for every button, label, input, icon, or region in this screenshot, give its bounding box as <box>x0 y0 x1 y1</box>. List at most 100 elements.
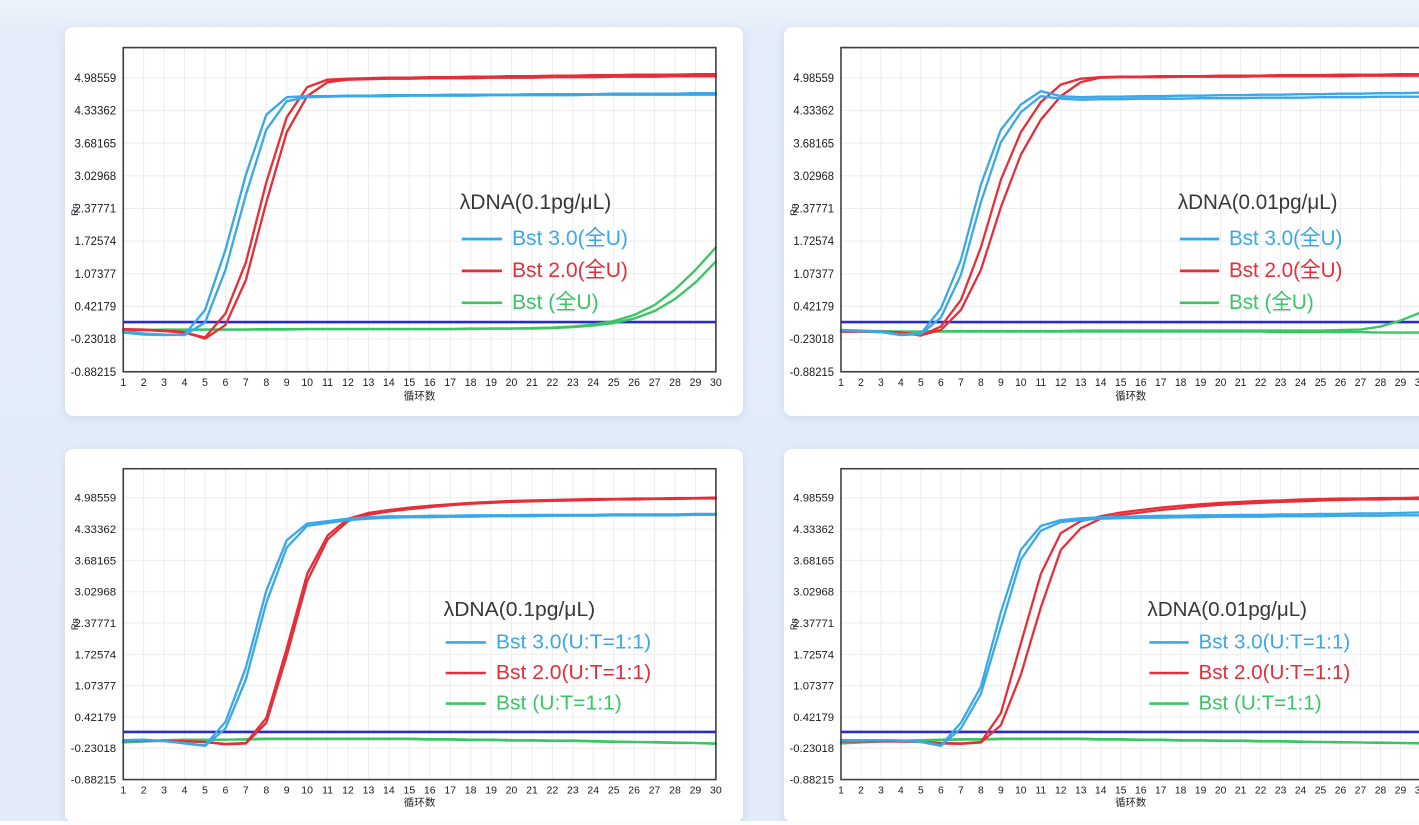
svg-text:2.37771: 2.37771 <box>75 618 117 630</box>
svg-text:0.42179: 0.42179 <box>793 712 834 724</box>
series-line-bst-rep2 <box>122 260 718 332</box>
svg-text:1: 1 <box>120 377 126 389</box>
svg-text:28: 28 <box>669 377 681 389</box>
series-line-bst2-rep2 <box>122 74 718 340</box>
svg-text:17: 17 <box>1155 377 1167 389</box>
svg-text:4.33362: 4.33362 <box>793 105 834 117</box>
svg-text:8: 8 <box>263 785 269 796</box>
svg-text:29: 29 <box>690 377 702 389</box>
svg-text:4: 4 <box>182 377 188 389</box>
svg-text:14: 14 <box>1095 785 1107 796</box>
svg-text:14: 14 <box>383 377 395 389</box>
svg-text:21: 21 <box>1235 785 1247 796</box>
series-line-bst3-rep2 <box>839 94 1419 337</box>
svg-text:19: 19 <box>1195 377 1207 389</box>
svg-text:4.98559: 4.98559 <box>75 493 117 505</box>
svg-text:0.42179: 0.42179 <box>75 712 117 724</box>
svg-text:25: 25 <box>1315 785 1327 796</box>
chart-panel-bottom-left: 4.98559 4.33362 3.68165 3.02968 2.37771 1.725… <box>65 449 743 822</box>
svg-text:20: 20 <box>506 377 518 389</box>
series-line-bst2-rep2 <box>839 497 1419 746</box>
svg-text:4.33362: 4.33362 <box>793 524 834 536</box>
svg-text:28: 28 <box>1375 377 1387 389</box>
svg-text:3.68165: 3.68165 <box>74 137 116 150</box>
legend-title: λDNA(0.01pg/μL) <box>1178 191 1338 215</box>
legend-label-bst: Bst (全U) <box>1229 290 1314 315</box>
svg-text:22: 22 <box>547 377 559 389</box>
svg-text:-0.23018: -0.23018 <box>71 333 117 346</box>
x-axis-title: 循环数 <box>404 389 436 402</box>
series-line-bst3-rep1 <box>839 511 1419 747</box>
legend-title: λDNA(0.1pg/μL) <box>460 190 612 214</box>
svg-text:3.68165: 3.68165 <box>75 555 117 567</box>
plot-border <box>122 46 717 373</box>
x-axis-title: 循环数 <box>1115 389 1146 402</box>
chart-panel-top-right: 4.98559 4.33362 3.68165 3.02968 2.37771 1.725… <box>784 27 1419 416</box>
svg-text:15: 15 <box>403 377 415 389</box>
svg-text:2: 2 <box>858 785 864 796</box>
svg-text:11: 11 <box>322 785 333 796</box>
svg-text:4.98559: 4.98559 <box>793 493 834 505</box>
svg-text:10: 10 <box>301 377 313 389</box>
series-line-bst2-rep1 <box>839 496 1419 745</box>
svg-text:25: 25 <box>608 785 620 796</box>
svg-text:1.07377: 1.07377 <box>75 681 117 693</box>
svg-text:23: 23 <box>567 785 579 796</box>
qpcr-chart-svg: 4.98559 4.33362 3.68165 3.02968 2.37771 1.725… <box>70 467 722 809</box>
svg-text:14: 14 <box>383 785 395 796</box>
svg-text:22: 22 <box>1255 377 1267 389</box>
legend: λDNA(0.1pg/μL) Bst 3.0(U:T=1:1) Bst 2.0(U:… <box>444 598 651 715</box>
svg-text:17: 17 <box>444 785 456 796</box>
chart-panel-top-left: 4.98559 4.33362 3.68165 3.02968 2.37771 1.725… <box>65 27 743 416</box>
svg-text:16: 16 <box>1135 785 1147 796</box>
legend: λDNA(0.1pg/μL) Bst 3.0(全U) Bst 2.0(全U) Bst … <box>460 190 628 314</box>
svg-text:13: 13 <box>1075 785 1087 796</box>
series-line-bst3-rep2 <box>839 514 1419 747</box>
series-line-bst-rep2 <box>122 737 718 746</box>
x-axis-tick-labels: 1 2 3 4 5 6 7 8 9 10 11 12 13 14 15 16 17 18 19 20 21 22 23 24 2… <box>120 377 721 389</box>
svg-text:9: 9 <box>284 377 290 389</box>
series-line-bst2-rep2 <box>839 74 1419 337</box>
y-axis-title: Rn <box>789 618 799 630</box>
plot-border <box>840 46 1419 373</box>
svg-text:10: 10 <box>301 785 313 796</box>
svg-text:7: 7 <box>243 785 249 796</box>
svg-text:8: 8 <box>978 377 984 389</box>
svg-text:27: 27 <box>1355 377 1367 389</box>
svg-text:29: 29 <box>1395 785 1407 796</box>
svg-text:9: 9 <box>998 377 1004 389</box>
y-axis-title: Rn <box>789 203 800 216</box>
svg-text:3: 3 <box>878 785 884 796</box>
svg-text:16: 16 <box>424 377 436 389</box>
series-line-bst2-rep1 <box>122 496 718 746</box>
svg-text:-0.88215: -0.88215 <box>71 366 117 379</box>
svg-text:-0.88215: -0.88215 <box>71 775 117 787</box>
svg-text:25: 25 <box>1315 377 1327 389</box>
svg-text:-0.23018: -0.23018 <box>71 743 117 755</box>
svg-text:18: 18 <box>465 785 477 796</box>
qpcr-chart-svg: 4.98559 4.33362 3.68165 3.02968 2.37771 1.725… <box>70 46 722 403</box>
svg-text:4.98559: 4.98559 <box>74 72 116 85</box>
svg-text:17: 17 <box>444 377 456 389</box>
y-axis-tick-labels: 4.98559 4.33362 3.68165 3.02968 2.37771 1.725… <box>790 73 835 379</box>
legend-label-bst3: Bst 3.0(U:T=1:1) <box>1198 630 1350 653</box>
svg-text:1.72574: 1.72574 <box>793 649 834 661</box>
legend: λDNA(0.01pg/μL) Bst 3.0(U:T=1:1) Bst 2.0(U… <box>1147 598 1350 715</box>
svg-text:23: 23 <box>1275 377 1287 389</box>
grid-lines <box>122 468 717 781</box>
series-line-bst3-rep2 <box>122 93 718 337</box>
svg-text:26: 26 <box>628 377 640 389</box>
svg-text:2: 2 <box>141 377 147 389</box>
svg-text:30: 30 <box>710 377 722 389</box>
chart-panel-bottom-right: 4.98559 4.33362 3.68165 3.02968 2.37771 1.725… <box>784 449 1419 822</box>
svg-text:11: 11 <box>322 377 333 389</box>
legend-label-bst: Bst (全U) <box>512 290 599 314</box>
svg-text:10: 10 <box>1015 377 1027 389</box>
x-axis-tick-labels: 1 2 3 4 5 6 7 8 9 10 11 12 13 14 15 16 17 18 19 20 21 22 23 24 2… <box>838 377 1419 389</box>
x-axis-tick-labels: 1 2 3 4 5 6 7 8 9 10 11 12 13 14 15 16 17 18 19 20 21 22 23 24 2… <box>838 785 1419 796</box>
series-line-bst3-rep1 <box>839 89 1419 336</box>
legend-title: λDNA(0.01pg/μL) <box>1147 598 1307 621</box>
svg-text:5: 5 <box>918 377 924 389</box>
svg-text:26: 26 <box>1335 377 1347 389</box>
svg-text:13: 13 <box>363 377 375 389</box>
